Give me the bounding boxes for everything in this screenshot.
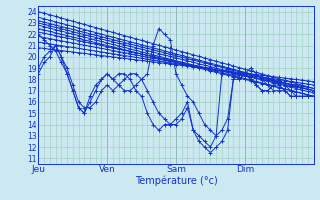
X-axis label: Température (°c): Température (°c) (135, 176, 217, 186)
